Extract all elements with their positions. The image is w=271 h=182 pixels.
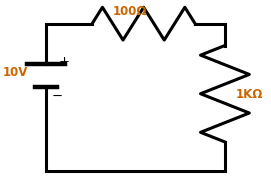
- Text: 1KΩ: 1KΩ: [236, 88, 263, 101]
- Text: −: −: [51, 90, 63, 103]
- Text: 10V: 10V: [3, 66, 28, 79]
- Text: +: +: [58, 55, 69, 68]
- Text: 100Ω: 100Ω: [113, 5, 147, 18]
